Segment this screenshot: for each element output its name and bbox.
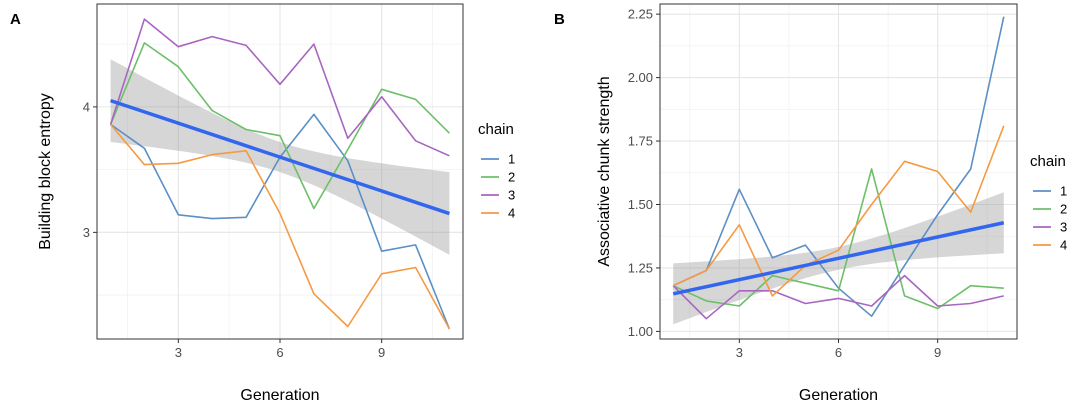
y-axis-title: Building block entropy <box>37 93 54 250</box>
legend-label-chain-1: 1 <box>508 152 515 167</box>
series-line-chain-4 <box>109 123 451 330</box>
y-tick-label: 2.00 <box>628 70 653 85</box>
trend-line <box>110 98 450 216</box>
x-tick-label: 6 <box>276 345 283 360</box>
x-axis-title: Generation <box>799 387 878 404</box>
series-line-chain-3 <box>672 274 1004 320</box>
legend-label-chain-3: 3 <box>1060 220 1067 235</box>
x-tick-label: 9 <box>378 345 385 360</box>
y-tick-label: 3 <box>83 225 90 240</box>
y-tick-label: 4 <box>83 99 90 114</box>
y-axis-title: Associative chunk strength <box>596 76 613 266</box>
y-tick-label: 1.25 <box>628 260 653 275</box>
y-tick-label: 2.25 <box>628 7 653 22</box>
legend-label-chain-4: 4 <box>1060 238 1067 253</box>
panel-a: 3 6 9 3 4 Generation Building block entropy Ach… <box>10 3 515 404</box>
panel-label: B <box>554 11 565 28</box>
y-tick-label: 1.75 <box>628 134 653 149</box>
series-line-chain-2 <box>672 168 1004 310</box>
legend-label-chain-2: 2 <box>508 170 515 185</box>
panel-label: A <box>10 11 21 28</box>
legend-label-chain-3: 3 <box>508 188 515 203</box>
trend-line <box>672 221 1005 296</box>
series-line-chain-2 <box>109 42 450 210</box>
panel-b: 3 6 9 1.00 1.25 1.50 1.75 2.00 2.25 Generation Ass… <box>554 3 1067 404</box>
legend-label-chain-2: 2 <box>1060 202 1067 217</box>
legend: chain 1 2 3 4 <box>1030 153 1067 253</box>
y-tick-label: 1.50 <box>628 197 653 212</box>
legend-title: chain <box>1030 153 1066 170</box>
x-tick-label: 9 <box>934 345 941 360</box>
legend-title: chain <box>478 121 514 138</box>
series-line-chain-4 <box>672 125 1005 297</box>
legend-label-chain-4: 4 <box>508 206 515 221</box>
y-tick-label: 1.00 <box>628 324 653 339</box>
x-tick-label: 3 <box>736 345 743 360</box>
x-tick-label: 3 <box>175 345 182 360</box>
x-axis-title: Generation <box>240 387 319 404</box>
legend: chain 1 2 3 4 <box>478 121 515 221</box>
x-tick-label: 6 <box>835 345 842 360</box>
legend-label-chain-1: 1 <box>1060 184 1067 199</box>
series-line-chain-3 <box>109 18 450 157</box>
